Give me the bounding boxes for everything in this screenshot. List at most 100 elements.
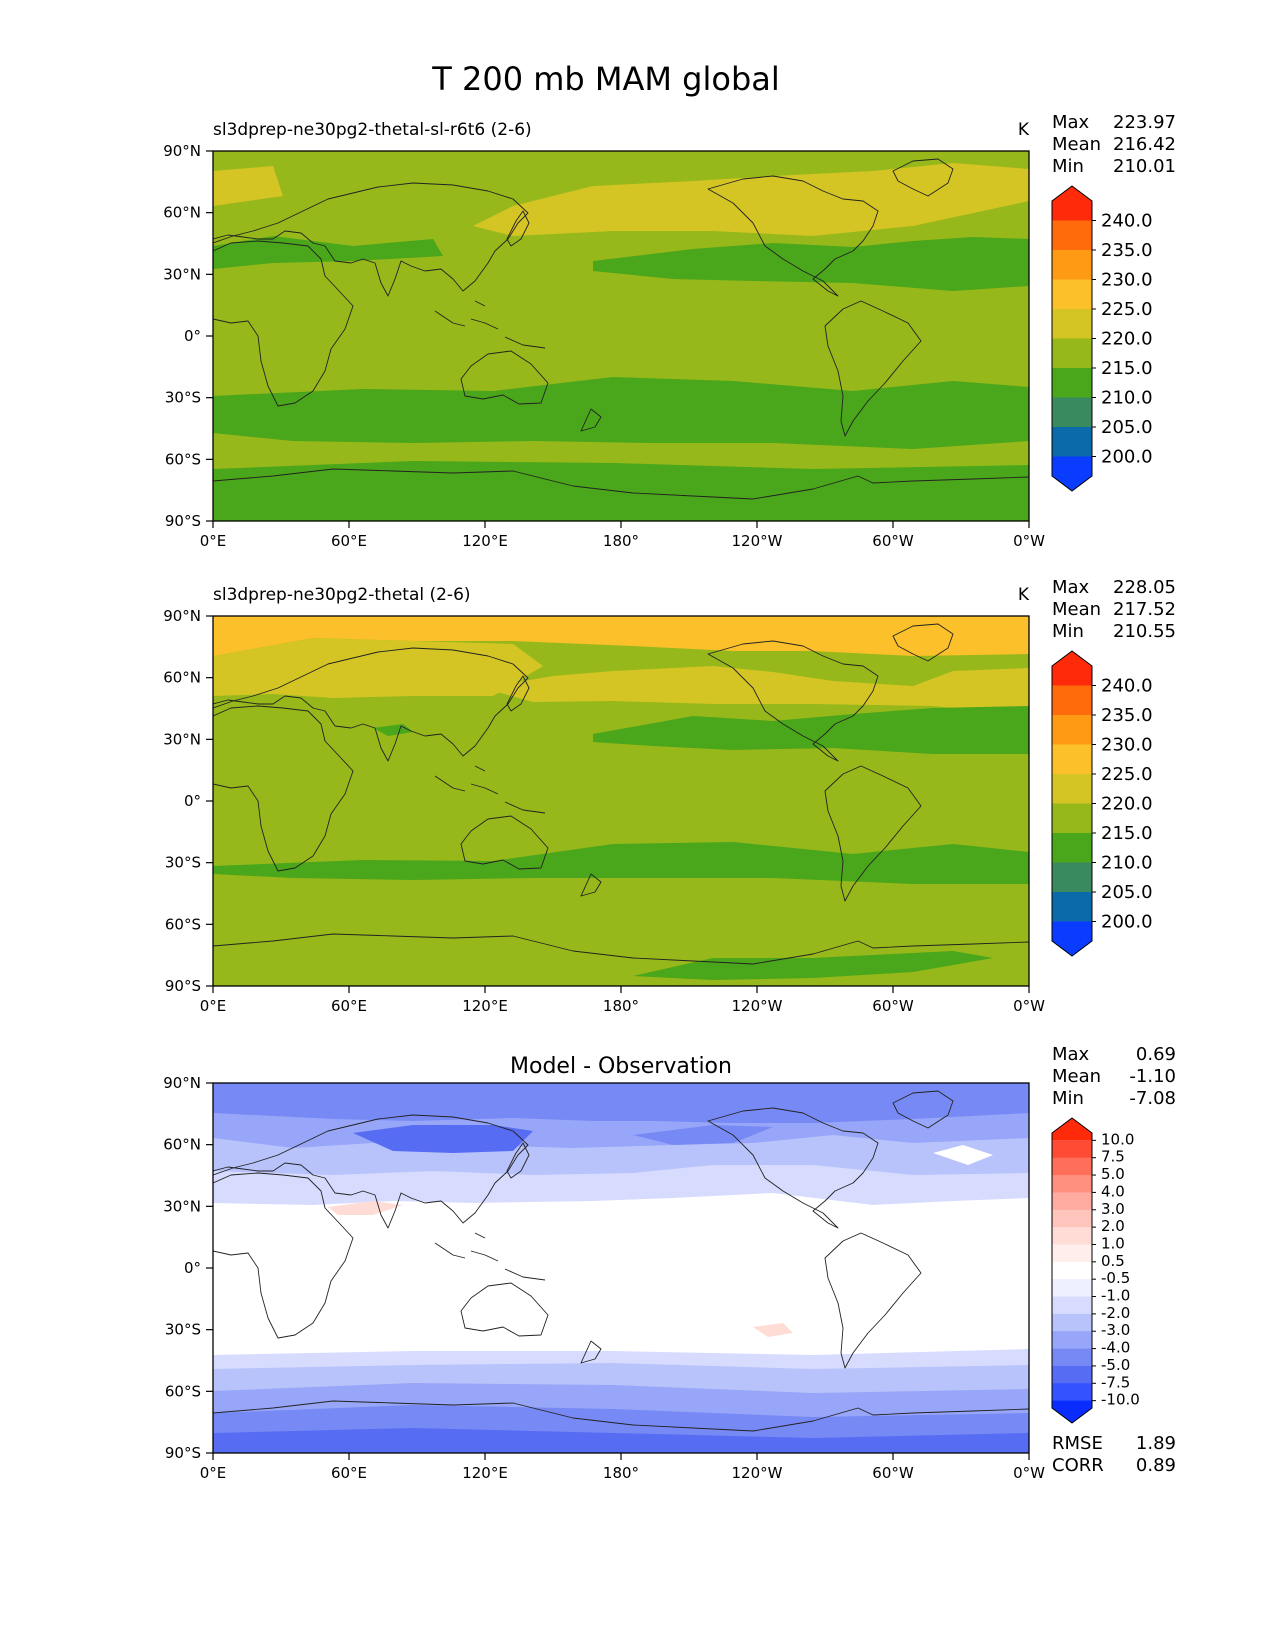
stat-label: Max (1052, 1044, 1090, 1065)
lon-tick-label: 60°E (331, 997, 367, 1015)
colorbar-segment (1052, 1383, 1092, 1402)
colorbar-label: 0.5 (1101, 1252, 1125, 1270)
lat-axis: 90°N 60°N 30°N 0° 30°S 60°S 90°S (163, 1074, 213, 1462)
lon-tick-label: 180° (603, 1464, 639, 1482)
lat-tick-label: 30°N (163, 265, 201, 283)
map-field (213, 151, 1029, 521)
lon-tick-label: 120°E (462, 532, 508, 550)
colorbar-label: -2.0 (1101, 1304, 1130, 1322)
colorbar-segment (1052, 1348, 1092, 1367)
colorbar-label: 240.0 (1101, 676, 1153, 697)
lat-tick-label: 60°S (165, 450, 201, 468)
map-field (213, 616, 1029, 986)
colorbar-outline (1051, 1117, 1093, 1424)
lon-axis: 0°E 60°E 120°E 180° 120°W 60°W 0°W (200, 1453, 1045, 1482)
panel-2: 90°N 60°N 30°N 0° 30°S 60°S 90°S 0°E 60°E 120°E 1… (163, 577, 1176, 1015)
colorbar-label: 4.0 (1101, 1182, 1125, 1200)
panel-units: K (1018, 120, 1030, 140)
stat-label: Min (1052, 1088, 1084, 1109)
colorbar: 10.07.55.04.03.02.01.00.5-0.5-1.0-2.0-3.… (1051, 1117, 1140, 1424)
stat-value: 217.52 (1113, 599, 1176, 620)
colorbar-label: 200.0 (1101, 912, 1153, 933)
colorbar-label: 235.0 (1101, 240, 1153, 261)
stat-value: 223.97 (1113, 112, 1176, 133)
colorbar-segment (1052, 368, 1092, 398)
colorbar-label: 220.0 (1101, 794, 1153, 815)
colorbar-label: 1.0 (1101, 1234, 1125, 1252)
lat-tick-label: 0° (184, 1259, 201, 1277)
panel-1: 90°N 60°N 30°N 0° 30°S 60°S 90°S 0°E 60°E 120°E 1… (163, 112, 1176, 550)
colorbar-segment (1052, 1140, 1092, 1159)
colorbar-segment (1052, 1296, 1092, 1315)
lat-tick-label: 60°S (165, 915, 201, 933)
colorbar-segment (1052, 715, 1092, 745)
lon-tick-label: 60°E (331, 1464, 367, 1482)
map-field (213, 1083, 1029, 1453)
colorbar-extend-top (1052, 186, 1092, 221)
lat-tick-label: 60°N (163, 669, 201, 687)
metric-value: 1.89 (1136, 1433, 1176, 1454)
colorbar-segment (1052, 1244, 1092, 1263)
colorbar-label: 205.0 (1101, 417, 1153, 438)
colorbar-extend-bottom (1052, 1400, 1092, 1423)
lat-tick-label: 30°S (165, 1321, 201, 1339)
colorbar-label: -10.0 (1101, 1391, 1140, 1409)
colorbar-label: -0.5 (1101, 1269, 1130, 1287)
lon-tick-label: 180° (603, 532, 639, 550)
colorbar-label: 225.0 (1101, 764, 1153, 785)
colorbar-label: -3.0 (1101, 1321, 1130, 1339)
colorbar-label: 5.0 (1101, 1165, 1125, 1183)
stat-value: -1.10 (1129, 1066, 1176, 1087)
lat-tick-label: 0° (184, 792, 201, 810)
colorbar-label: 230.0 (1101, 735, 1153, 756)
colorbar-label: -7.5 (1101, 1373, 1130, 1391)
lon-tick-label: 120°W (732, 997, 783, 1015)
lon-tick-label: 60°E (331, 532, 367, 550)
lon-tick-label: 60°W (872, 997, 914, 1015)
lat-tick-label: 90°S (165, 1444, 201, 1462)
colorbar-segment (1052, 1175, 1092, 1193)
colorbar-label: 225.0 (1101, 299, 1153, 320)
lat-tick-label: 60°S (165, 1382, 201, 1400)
colorbar-extend-bottom (1052, 921, 1092, 956)
colorbar-segment (1052, 685, 1092, 716)
panel-title-left: sl3dprep-ne30pg2-thetal-sl-r6t6 (2-6) (213, 120, 532, 140)
stat-value: 228.05 (1113, 577, 1176, 598)
colorbar-outline (1051, 650, 1093, 957)
colorbar-segment (1052, 427, 1092, 457)
colorbar-label: -1.0 (1101, 1287, 1130, 1305)
colorbar-segment (1052, 338, 1092, 369)
lon-tick-label: 0°W (1013, 997, 1045, 1015)
colorbar-label: -4.0 (1101, 1339, 1130, 1357)
lat-tick-label: 0° (184, 327, 201, 345)
lat-tick-label: 30°N (163, 1197, 201, 1215)
lat-axis: 90°N 60°N 30°N 0° 30°S 60°S 90°S (163, 142, 213, 530)
stat-value: 210.01 (1113, 156, 1176, 177)
colorbar-extend-top (1052, 1118, 1092, 1141)
lon-tick-label: 60°W (872, 532, 914, 550)
colorbar-label: 3.0 (1101, 1200, 1125, 1218)
colorbar-segment (1052, 774, 1092, 804)
colorbar-segment (1052, 1261, 1092, 1280)
colorbar-label: 215.0 (1101, 358, 1153, 379)
lon-tick-label: 0°W (1013, 532, 1045, 550)
colorbar-segment (1052, 279, 1092, 310)
lon-tick-label: 0°E (200, 1464, 227, 1482)
lon-tick-label: 120°W (732, 1464, 783, 1482)
panel-units: K (1018, 585, 1030, 605)
stat-value: 0.69 (1136, 1044, 1176, 1065)
stat-label: Min (1052, 621, 1084, 642)
colorbar-extend-bottom (1052, 456, 1092, 491)
colorbar: 240.0 235.0 230.0 225.0 220.0 215.0 210.0 205.0… (1051, 650, 1153, 957)
lon-axis: 0°E 60°E 120°E 180° 120°W 60°W 0°W (200, 521, 1045, 550)
colorbar: 240.0 235.0 230.0 225.0 220.0 215.0 210.0 205.0… (1051, 185, 1153, 492)
colorbar-segment (1052, 397, 1092, 428)
lat-tick-label: 30°S (165, 389, 201, 407)
colorbar-segment (1052, 1313, 1092, 1332)
stats-box: Max 0.69 Mean -1.10 Min -7.08 (1052, 1044, 1176, 1109)
stat-label: Max (1052, 112, 1090, 133)
colorbar-segment (1052, 1365, 1092, 1384)
lat-tick-label: 90°S (165, 977, 201, 995)
colorbar-label: -5.0 (1101, 1356, 1130, 1374)
